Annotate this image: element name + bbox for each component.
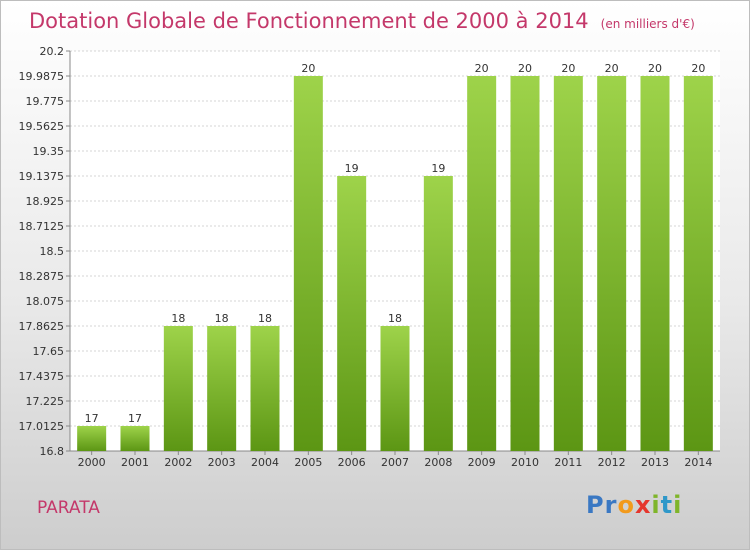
bar-2010 <box>510 76 540 451</box>
x-tick-label: 2012 <box>598 456 626 469</box>
y-tick-label: 20.2 <box>40 45 65 58</box>
bar-2004 <box>250 326 280 451</box>
y-tick-label: 18.7125 <box>19 220 65 233</box>
x-tick-label: 2004 <box>251 456 279 469</box>
y-tick-label: 17.65 <box>33 345 65 358</box>
bar-2008 <box>423 176 453 451</box>
bar-value-label: 18 <box>215 312 229 325</box>
commune-name: PARATA <box>37 498 100 518</box>
bar-value-label: 18 <box>171 312 185 325</box>
bar-2000 <box>77 426 107 451</box>
y-tick-label: 16.8 <box>40 445 65 458</box>
bar-value-label: 20 <box>518 62 532 75</box>
y-tick-label: 17.0125 <box>19 420 65 433</box>
bar-2009 <box>467 76 497 451</box>
x-tick-label: 2003 <box>208 456 236 469</box>
y-tick-label: 19.35 <box>33 145 65 158</box>
logo-letter: x <box>634 491 652 519</box>
bar-value-label: 19 <box>345 162 359 175</box>
logo-letter: t <box>660 491 674 519</box>
x-tick-label: 2002 <box>164 456 192 469</box>
y-tick-label: 19.1375 <box>19 170 65 183</box>
bar-2014 <box>683 76 713 451</box>
proxiti-logo: Proxiti <box>586 491 682 519</box>
bar-value-label: 19 <box>431 162 445 175</box>
y-tick-label: 19.5625 <box>19 120 65 133</box>
bar-2002 <box>163 326 193 451</box>
y-tick-label: 17.4375 <box>19 370 65 383</box>
logo-letter: o <box>617 491 635 519</box>
bar-value-label: 17 <box>85 412 99 425</box>
bar-2005 <box>293 76 323 451</box>
bar-2012 <box>597 76 627 451</box>
bar-value-label: 20 <box>648 62 662 75</box>
logo-letter: i <box>651 491 661 519</box>
y-tick-label: 18.925 <box>26 195 65 208</box>
y-tick-label: 18.5 <box>40 245 65 258</box>
bar-2001 <box>120 426 150 451</box>
chart-title-text: Dotation Globale de Fonctionnement de 20… <box>29 9 589 33</box>
y-tick-label: 19.775 <box>26 95 65 108</box>
y-tick-label: 17.225 <box>26 395 65 408</box>
bar-value-label: 18 <box>258 312 272 325</box>
y-tick-label: 17.8625 <box>19 320 65 333</box>
y-tick-label: 18.075 <box>26 295 65 308</box>
x-tick-label: 2006 <box>338 456 366 469</box>
x-tick-label: 2001 <box>121 456 149 469</box>
logo-letter: i <box>673 491 683 519</box>
x-tick-label: 2005 <box>294 456 322 469</box>
bar-value-label: 20 <box>605 62 619 75</box>
y-tick-label: 18.2875 <box>19 270 65 283</box>
chart-title: Dotation Globale de Fonctionnement de 20… <box>29 9 695 33</box>
bar-value-label: 20 <box>301 62 315 75</box>
bar-value-label: 17 <box>128 412 142 425</box>
bar-value-label: 20 <box>561 62 575 75</box>
x-tick-label: 2008 <box>424 456 452 469</box>
x-tick-label: 2010 <box>511 456 539 469</box>
bar-2006 <box>337 176 367 451</box>
x-tick-label: 2011 <box>554 456 582 469</box>
y-tick-label: 19.9875 <box>19 70 65 83</box>
x-tick-label: 2013 <box>641 456 669 469</box>
bar-2007 <box>380 326 410 451</box>
bar-2003 <box>207 326 237 451</box>
bar-value-label: 18 <box>388 312 402 325</box>
logo-letter: r <box>604 491 618 519</box>
bar-2013 <box>640 76 670 451</box>
x-tick-label: 2009 <box>468 456 496 469</box>
x-tick-label: 2007 <box>381 456 409 469</box>
x-tick-label: 2000 <box>78 456 106 469</box>
unit-note: (en milliers d'€) <box>600 17 695 31</box>
bar-value-label: 20 <box>475 62 489 75</box>
x-tick-label: 2014 <box>684 456 712 469</box>
bar-value-label: 20 <box>691 62 705 75</box>
bar-2011 <box>553 76 583 451</box>
logo-letter: P <box>586 491 605 519</box>
